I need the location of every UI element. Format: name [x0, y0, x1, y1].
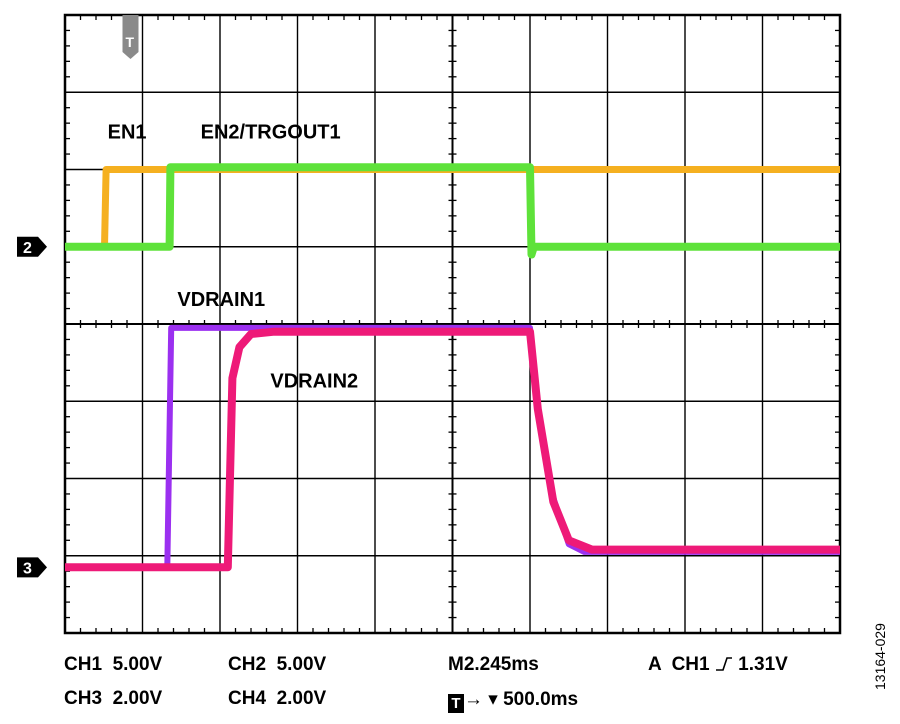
graticule-grid	[63, 13, 842, 635]
ch4-scale: CH4 2.00V	[228, 688, 327, 709]
channel-2-marker: 2	[17, 236, 47, 257]
trigger-marker: T	[122, 15, 139, 59]
trigger-level: 1.31V	[738, 654, 788, 675]
trigger-offset: → ▾ 500.0ms	[464, 689, 579, 710]
oscilloscope-chart: EN1 EN2/TRGOUT1 VDRAIN1 VDRAIN2 2 3 T	[17, 13, 842, 635]
trace-en2-trgout1	[65, 163, 840, 259]
rising-edge-icon	[715, 657, 732, 671]
label-en2-trgout1: EN2/TRGOUT1	[201, 122, 341, 144]
ch3-scale: CH3 2.00V	[64, 688, 163, 709]
channel-3-label: 3	[23, 560, 32, 577]
trigger-position-readout: T → ▾ 500.0ms	[448, 688, 578, 713]
trigger-marker-label: T	[126, 34, 135, 50]
timebase-readout: M2.245ms	[448, 654, 539, 675]
ch2-scale: CH2 5.00V	[228, 654, 327, 675]
label-en1: EN1	[108, 122, 147, 144]
label-vdrain1: VDRAIN1	[177, 289, 265, 311]
trigger-pointer-icon	[125, 15, 136, 23]
waveform-traces	[65, 163, 840, 572]
ch1-scale: CH1 5.00V	[64, 654, 163, 675]
label-vdrain2: VDRAIN2	[270, 370, 358, 392]
trigger-source: A CH1	[648, 654, 710, 675]
trigger-box-icon: T	[448, 694, 464, 713]
figure-id: 13164-029	[872, 623, 888, 690]
channel-markers: 2 3 T	[17, 15, 139, 578]
trigger-readout: A CH1 1.31V	[648, 654, 788, 676]
channel-2-label: 2	[23, 240, 32, 257]
channel-3-marker: 3	[17, 557, 47, 578]
trace-vdrain2	[65, 327, 840, 572]
trace-labels: EN1 EN2/TRGOUT1 VDRAIN1 VDRAIN2	[108, 122, 359, 393]
